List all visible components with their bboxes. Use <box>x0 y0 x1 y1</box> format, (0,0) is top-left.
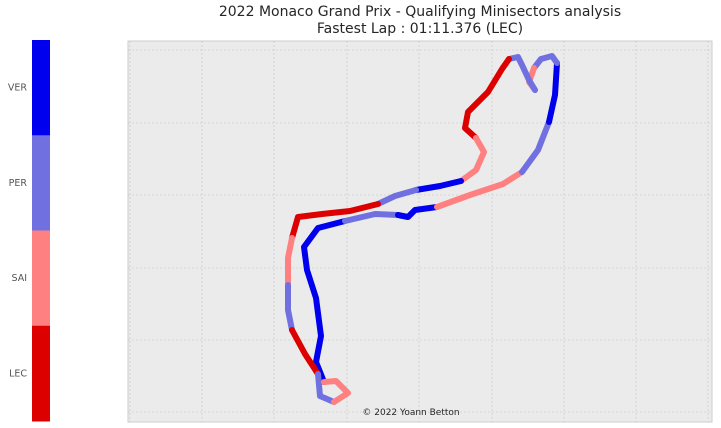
track-segment-9-lec <box>462 56 512 141</box>
track-segment-10-sai <box>458 135 487 184</box>
track-segment-5-ver <box>546 60 560 125</box>
copyright-annotation: © 2022 Yoann Betton <box>362 408 459 418</box>
track-segment-3-sai <box>434 169 525 210</box>
track-segment-18-sai <box>321 378 351 405</box>
track-segment-13-lec <box>289 201 381 241</box>
colorbar: VER PER SAI LEC <box>8 40 50 422</box>
track-segment-15-per <box>285 282 295 333</box>
track-segment-4-per <box>519 119 552 175</box>
track-segment-17-per <box>315 371 337 405</box>
colorbar-label-per: PER <box>9 178 28 189</box>
track-segment-2-ver <box>395 204 440 220</box>
colorbar-segment-ver <box>32 40 50 136</box>
track-segment-16-lec <box>289 327 321 377</box>
chart-title-line: 2022 Monaco Grand Prix - Qualifying Mini… <box>218 4 622 20</box>
track-segment-0-ver <box>301 218 348 385</box>
colorbar-label-ver: VER <box>8 83 28 94</box>
track-segment-8-per <box>506 54 538 93</box>
grid <box>128 41 712 422</box>
colorbar-segment-lec <box>32 325 50 422</box>
track-segment-11-ver <box>413 178 464 193</box>
colorbar-segment-per <box>32 135 50 231</box>
plot-background <box>127 40 713 423</box>
colorbar-segment-sai <box>32 230 50 327</box>
track-segment-14-sai <box>285 235 295 288</box>
colorbar-label-sai: SAI <box>11 273 27 284</box>
track-segment-12-per <box>375 187 419 207</box>
track-line <box>285 53 560 405</box>
track-segment-6-per <box>531 53 560 71</box>
track-segment-1-per <box>342 211 401 224</box>
colorbar-label-lec: LEC <box>9 368 27 379</box>
chart-title: 2022 Monaco Grand Prix - Qualifying Mini… <box>128 4 712 38</box>
chart-subtitle-line: Fastest Lap : 01:11.376 (LEC) <box>316 21 524 37</box>
